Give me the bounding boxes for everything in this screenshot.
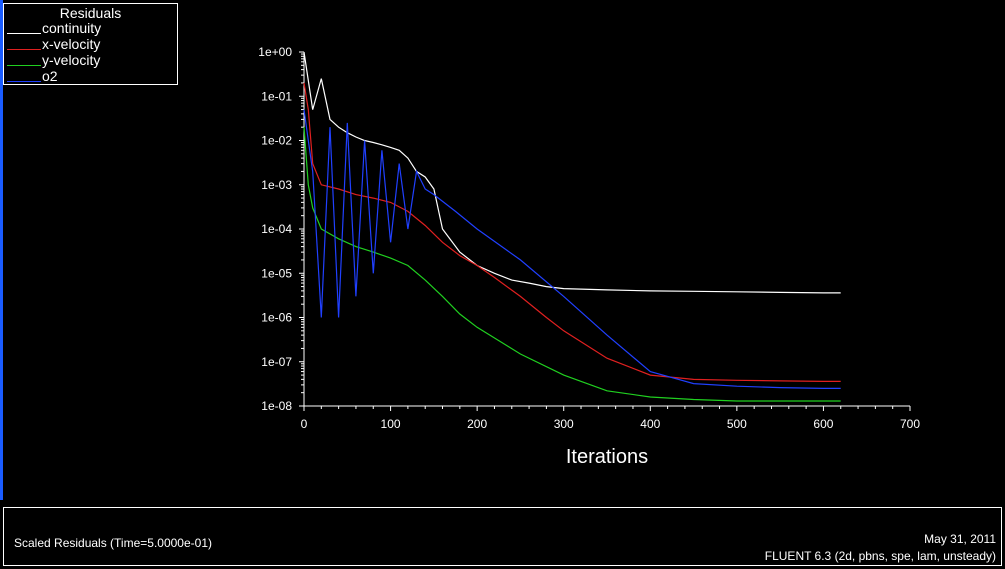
y-tick-label: 1e-04: [261, 222, 292, 236]
legend-label: y-velocity: [42, 52, 101, 68]
y-tick-label: 1e-06: [261, 311, 292, 325]
series-line-o2: [303, 109, 841, 389]
legend-item-continuity: continuity: [4, 21, 177, 37]
x-tick-label: 0: [301, 417, 308, 431]
x-tick-label: 200: [467, 417, 487, 431]
legend-title: Residuals: [59, 5, 122, 21]
y-tick-label: 1e-07: [261, 355, 292, 369]
footer-title: Scaled Residuals (Time=5.0000e-01): [14, 536, 212, 550]
x-tick-label: 600: [813, 417, 833, 431]
legend-item-y-velocity: y-velocity: [4, 53, 177, 69]
legend-swatch: [7, 81, 41, 82]
x-tick-label: 100: [381, 417, 401, 431]
footer-date: May 31, 2011: [924, 532, 996, 546]
plot-series: [303, 51, 841, 402]
y-tick-label: 1e+00: [258, 45, 292, 59]
legend-swatch: [7, 49, 41, 50]
y-tick-label: 1e-02: [261, 134, 292, 148]
legend-item-o2: o2: [4, 69, 177, 85]
legend-label: continuity: [42, 20, 102, 36]
x-tick-label: 500: [727, 417, 747, 431]
plot-axes: 0 100 200 300 400 500 600 700 1e+00 1e-01 1e-02 1e-…: [258, 45, 920, 431]
legend-swatch: [7, 65, 41, 66]
y-tick-label: 1e-08: [261, 399, 292, 413]
legend-swatch: [7, 33, 41, 34]
legend: Residuals continuity x-velocity y-veloci…: [3, 3, 178, 85]
legend-label: x-velocity: [42, 36, 101, 52]
series-line-y-velocity: [303, 127, 841, 402]
y-tick-label: 1e-05: [261, 266, 292, 280]
footer-solver-info: FLUENT 6.3 (2d, pbns, spe, lam, unsteady…: [764, 549, 996, 563]
footer-panel: Scaled Residuals (Time=5.0000e-01) May 3…: [3, 507, 1002, 566]
x-tick-label: 400: [640, 417, 660, 431]
series-line-x-velocity: [303, 82, 841, 382]
x-tick-label: 700: [900, 417, 920, 431]
legend-label: o2: [42, 68, 58, 84]
y-tick-label: 1e-01: [261, 89, 292, 103]
x-tick-label: 300: [554, 417, 574, 431]
window-left-edge: [0, 0, 3, 500]
y-tick-label: 1e-03: [261, 178, 292, 192]
legend-item-x-velocity: x-velocity: [4, 37, 177, 53]
x-axis-label: Iterations: [566, 446, 648, 468]
